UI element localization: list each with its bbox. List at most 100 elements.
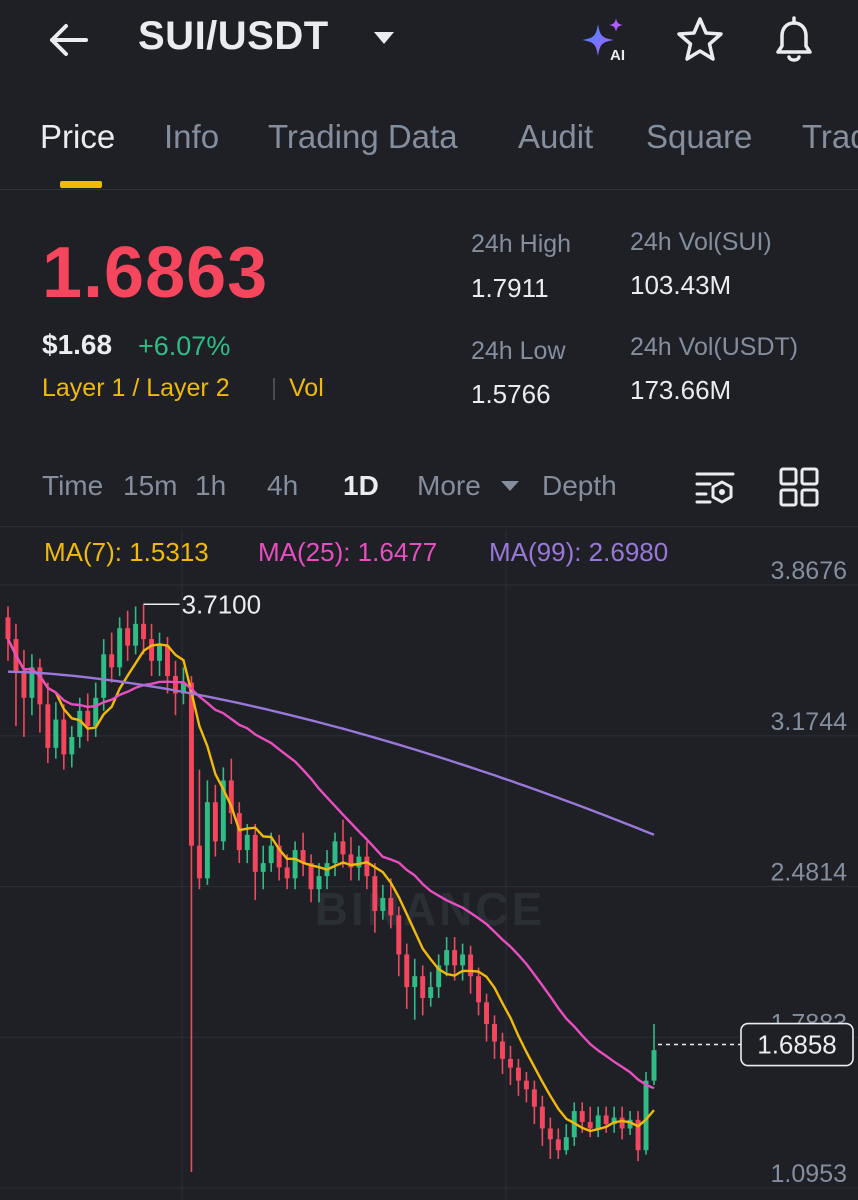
candle-body (396, 915, 402, 955)
ma99-label: MA(99): 2.6980 (489, 537, 669, 567)
candle-body (212, 802, 218, 842)
candle-body (643, 1080, 649, 1151)
high-marker-label: 3.7100 (182, 589, 262, 619)
y-tick-label: 3.1744 (771, 708, 848, 736)
last-price: 1.6863 (42, 233, 269, 313)
candle-body (228, 780, 234, 814)
candle-body (69, 736, 75, 755)
candle-body (539, 1106, 545, 1129)
tf-more[interactable]: More (417, 470, 481, 501)
candle-body (587, 1121, 593, 1129)
candle-body (507, 1058, 513, 1068)
candle-body (141, 623, 147, 640)
tab-square[interactable]: Square (646, 118, 753, 155)
candle-body (308, 863, 314, 890)
pair-title[interactable]: SUI/USDT (138, 14, 329, 58)
layout-grid-icon[interactable] (778, 466, 820, 508)
tf-15m[interactable]: 15m (123, 470, 178, 501)
candle-body (420, 976, 426, 998)
candle-body (484, 1002, 489, 1025)
category-tag[interactable]: Layer 1 / Layer 2 (42, 374, 230, 402)
tab-trade[interactable]: Trad (802, 118, 858, 155)
candle-body (165, 645, 170, 677)
ai-label: AI (610, 47, 625, 64)
candle-body (627, 1119, 633, 1129)
candle-body (77, 710, 83, 737)
y-tick-label: 1.0953 (771, 1160, 847, 1188)
ma7-label: MA(7): 1.5313 (44, 537, 209, 567)
star-icon[interactable] (674, 14, 726, 66)
y-tick-label: 3.8676 (771, 557, 847, 585)
tf-1h[interactable]: 1h (195, 470, 227, 501)
candle-body (21, 671, 27, 698)
tab-price[interactable]: Price (40, 118, 116, 155)
candle-body (157, 645, 162, 661)
candle-body (61, 719, 67, 755)
caret-down-icon[interactable] (372, 30, 396, 46)
candle-body (109, 654, 115, 668)
candle-body (316, 876, 322, 890)
vol-usdt-label: 24h Vol(USDT) (630, 333, 799, 361)
high-label: 24h High (471, 230, 572, 258)
tab-info[interactable]: Info (164, 118, 220, 155)
more-caret-icon[interactable] (500, 480, 520, 492)
ma99-line (7, 670, 655, 836)
candle-body (635, 1119, 641, 1151)
candle-body (276, 845, 282, 868)
ai-sparkle-icon[interactable]: AI (578, 14, 630, 66)
candle-body (292, 850, 298, 879)
candle-body (45, 704, 51, 748)
tab-audit[interactable]: Audit (518, 118, 594, 155)
candle-body (515, 1067, 521, 1081)
active-tab-indicator (60, 181, 102, 188)
candle-body (523, 1080, 529, 1090)
candle-body (101, 654, 107, 698)
candle-body (356, 856, 362, 868)
candle-body (619, 1117, 625, 1129)
tag-separator (273, 378, 275, 400)
candle-body (595, 1115, 601, 1129)
candle-body (300, 850, 306, 864)
candle-body (220, 780, 226, 842)
tab-trading-data[interactable]: Trading Data (268, 118, 458, 155)
candle-body (244, 834, 250, 851)
indicator-settings-icon[interactable] (694, 466, 736, 508)
usd-price: $1.68 (42, 329, 113, 360)
ma25-label: MA(25): 1.6477 (258, 537, 438, 567)
candle-body (428, 987, 434, 998)
candle-body (284, 867, 290, 879)
candle-body (651, 1050, 657, 1081)
vol-tag[interactable]: Vol (289, 374, 324, 402)
candle-body (388, 897, 394, 916)
candle-body (252, 834, 258, 872)
high-value: 1.7911 (471, 273, 549, 303)
candle-body (180, 682, 186, 694)
candle-body (37, 667, 43, 705)
candle-body (125, 628, 131, 646)
candle-body (603, 1115, 609, 1125)
chart-watermark: BINANCE (315, 883, 546, 935)
tf-depth[interactable]: Depth (542, 470, 617, 501)
back-arrow-icon[interactable] (44, 18, 92, 62)
candle-body (133, 623, 139, 646)
current-price-box (740, 1022, 854, 1067)
tf-4h[interactable]: 4h (267, 470, 299, 501)
candle-body (340, 841, 346, 855)
markers-layer: 3.7100 1.6858 (143, 589, 854, 1067)
candle-body (332, 841, 338, 864)
candle-body (268, 845, 274, 864)
ma-lines-layer (6, 638, 655, 1133)
candle-body (5, 617, 11, 640)
tf-time[interactable]: Time (42, 470, 104, 501)
tf-1d[interactable]: 1D (343, 470, 379, 501)
bell-icon[interactable] (768, 14, 820, 66)
candle-body (348, 854, 354, 868)
top-bar: SUI/USDT AI (0, 0, 858, 86)
candle-body (372, 876, 378, 911)
vol-usdt-value: 173.66M (630, 375, 732, 405)
candle-body (188, 682, 194, 846)
candle-body (500, 1041, 505, 1059)
candle-body (611, 1117, 617, 1125)
